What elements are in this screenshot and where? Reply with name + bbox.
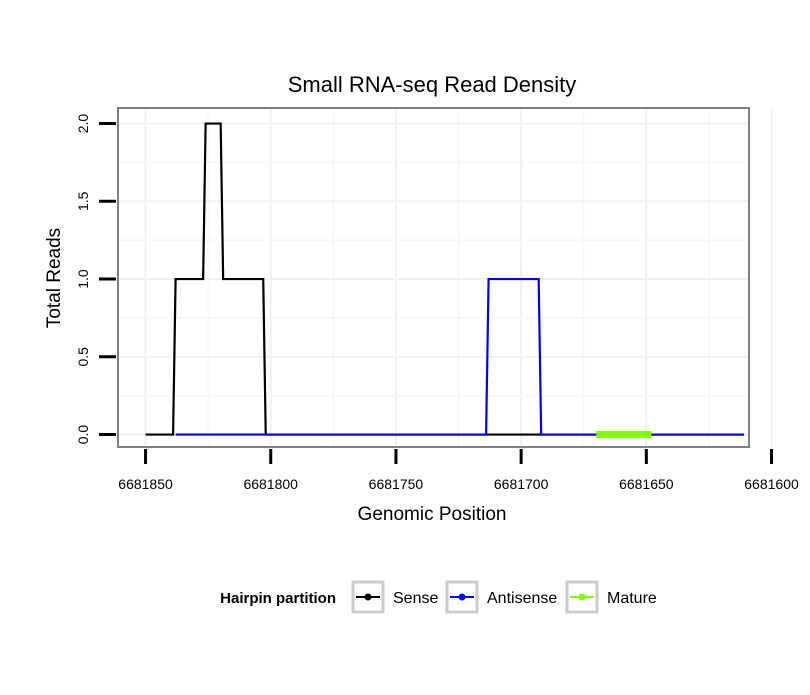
y-tick-label: 0.5	[75, 347, 91, 367]
legend-entry-sense: Sense	[351, 580, 438, 614]
x-axis-title: Genomic Position	[358, 504, 507, 525]
y-axis: 0.0 0.5 1.0 1.5 2.0	[75, 114, 116, 445]
x-tick-label: 6681700	[494, 476, 549, 492]
legend-title: Hairpin partition	[220, 590, 336, 607]
legend-label: Mature	[607, 590, 657, 607]
legend-entry-mature: Mature	[565, 580, 657, 614]
y-tick-label: 0.0	[75, 425, 91, 445]
plot-panel	[117, 107, 773, 448]
legend-key-point	[458, 593, 466, 601]
series-line-antisense	[175, 277, 744, 436]
y-tick-label: 2.0	[75, 114, 91, 134]
y-tick-label: 1.0	[75, 269, 91, 289]
legend-key-point	[364, 593, 372, 601]
legend: Hairpin partition Sense Antisense Mature	[220, 580, 657, 614]
series-lines	[145, 122, 744, 439]
legend-entry-antisense: Antisense	[445, 580, 557, 614]
legend-key-point	[578, 593, 586, 601]
y-axis-title: Total Reads	[44, 228, 65, 328]
x-tick-label: 6681600	[744, 476, 799, 492]
series-line-sense	[145, 122, 744, 436]
x-tick-label: 6681850	[118, 476, 173, 492]
y-tick-label: 1.5	[75, 191, 91, 211]
legend-label: Antisense	[487, 590, 557, 607]
grid-lines	[118, 108, 773, 447]
x-tick-label: 6681800	[243, 476, 298, 492]
legend-label: Sense	[393, 590, 438, 607]
x-tick-label: 6681650	[619, 476, 674, 492]
x-tick-label: 6681750	[369, 476, 424, 492]
plot-border	[117, 107, 750, 448]
chart-title: Small RNA-seq Read Density	[288, 72, 577, 97]
x-axis: 6681850 6681800 6681750 6681700 6681650 66816…	[118, 449, 799, 492]
